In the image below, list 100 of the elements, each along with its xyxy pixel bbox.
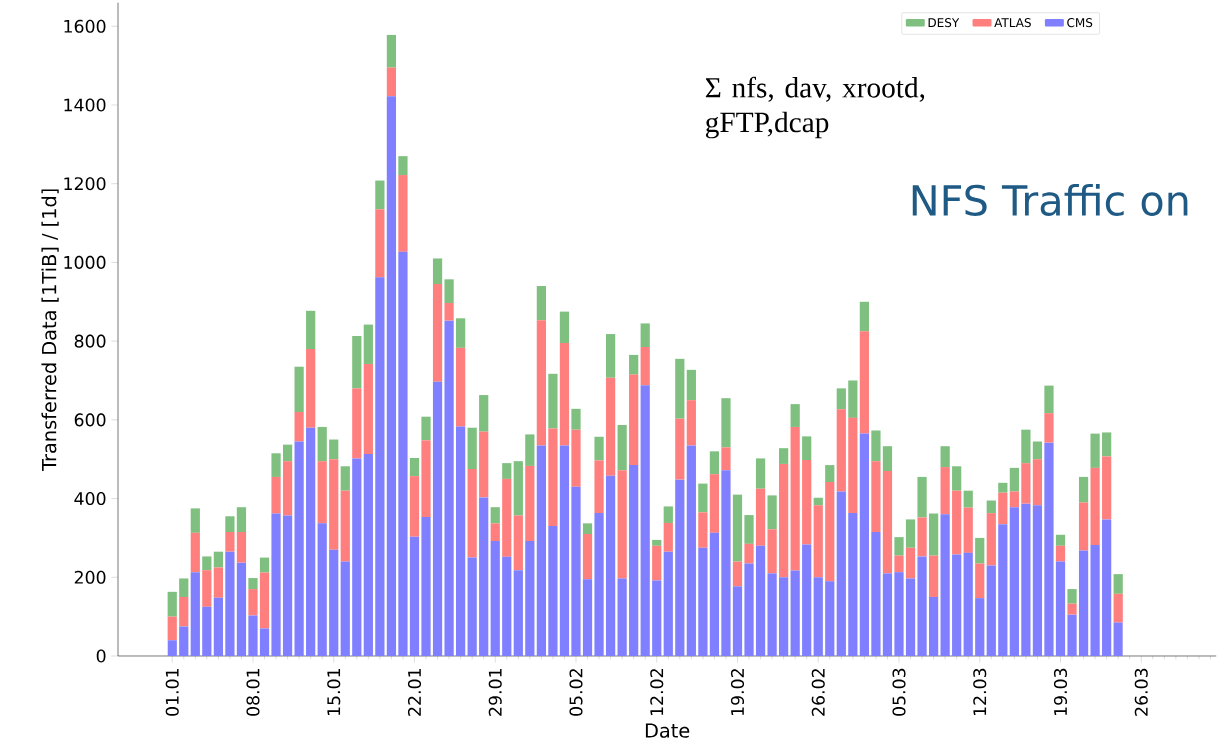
bar bbox=[882, 446, 893, 472]
bar bbox=[467, 427, 477, 470]
bar bbox=[755, 488, 766, 546]
bar bbox=[882, 471, 893, 574]
bar bbox=[513, 461, 523, 516]
bar bbox=[940, 467, 950, 515]
bar bbox=[525, 465, 535, 542]
bar bbox=[905, 578, 916, 656]
bar bbox=[571, 486, 581, 656]
bar bbox=[629, 354, 639, 375]
bar bbox=[363, 363, 373, 455]
bar bbox=[294, 441, 304, 656]
bar bbox=[386, 34, 397, 68]
bar bbox=[779, 448, 789, 464]
bar bbox=[502, 463, 512, 479]
bar bbox=[940, 446, 950, 468]
annotation: NFS Traffic on bbox=[912, 183, 1188, 216]
bar bbox=[617, 424, 627, 471]
bar bbox=[905, 519, 916, 548]
legend-label: CMS bbox=[1067, 18, 1093, 28]
bar bbox=[179, 626, 189, 656]
bar bbox=[767, 495, 777, 530]
bar bbox=[571, 408, 581, 430]
bar bbox=[998, 482, 1008, 493]
bar bbox=[686, 400, 696, 446]
bar bbox=[986, 500, 996, 514]
bar bbox=[421, 440, 431, 518]
bar bbox=[1090, 467, 1100, 545]
bar bbox=[790, 570, 800, 656]
y-tick-label: 600 bbox=[74, 413, 106, 427]
bar bbox=[1067, 603, 1077, 615]
y-tick-label: 1200 bbox=[64, 177, 106, 191]
bar bbox=[282, 461, 293, 516]
bar bbox=[594, 460, 604, 514]
bar bbox=[1021, 429, 1031, 464]
bar bbox=[259, 628, 270, 656]
bar bbox=[386, 67, 397, 97]
bar bbox=[1102, 456, 1112, 520]
bar bbox=[432, 381, 443, 656]
bar bbox=[709, 532, 720, 656]
bar bbox=[917, 517, 927, 557]
x-tick-label: 05.03 bbox=[892, 668, 906, 716]
bar bbox=[444, 279, 454, 303]
bar bbox=[271, 513, 281, 656]
bar bbox=[202, 556, 212, 571]
bar bbox=[352, 458, 362, 656]
x-tick-label: 26.02 bbox=[811, 669, 825, 716]
bar bbox=[802, 544, 812, 656]
bar bbox=[594, 436, 604, 461]
bar bbox=[767, 573, 777, 656]
bar bbox=[340, 561, 350, 656]
bar bbox=[790, 404, 800, 427]
bar bbox=[467, 469, 477, 558]
bar bbox=[225, 516, 235, 533]
bar bbox=[859, 301, 869, 332]
bar bbox=[456, 426, 466, 656]
bar bbox=[1032, 459, 1043, 506]
bar bbox=[559, 311, 570, 344]
bar bbox=[663, 506, 673, 523]
bar bbox=[848, 513, 858, 656]
bar bbox=[790, 426, 800, 571]
bar bbox=[594, 513, 604, 656]
bar bbox=[225, 551, 235, 656]
bar bbox=[1044, 413, 1054, 443]
bar bbox=[1044, 442, 1054, 656]
bar bbox=[1078, 476, 1089, 503]
bar bbox=[375, 180, 385, 210]
bar bbox=[963, 507, 973, 553]
bar bbox=[190, 532, 200, 573]
bar bbox=[375, 209, 385, 278]
bar bbox=[352, 336, 362, 389]
bar bbox=[894, 572, 904, 656]
bar bbox=[1067, 614, 1077, 656]
bar bbox=[975, 598, 985, 656]
bar bbox=[629, 374, 639, 466]
bar bbox=[917, 556, 927, 656]
bar bbox=[998, 524, 1008, 656]
bar bbox=[1113, 593, 1123, 623]
bar bbox=[779, 577, 789, 656]
x-tick-label: 08.01 bbox=[246, 668, 260, 716]
bar bbox=[813, 577, 823, 656]
bar bbox=[317, 461, 327, 524]
bar bbox=[225, 532, 235, 552]
bar bbox=[236, 562, 247, 656]
y-tick-label: 400 bbox=[74, 492, 106, 506]
bar bbox=[432, 258, 443, 285]
bar bbox=[928, 513, 939, 556]
bar bbox=[952, 490, 962, 555]
bar bbox=[605, 377, 616, 476]
bar bbox=[975, 537, 985, 564]
bar bbox=[652, 580, 662, 656]
y-axis-title: Transferred Data [1TiB] / [1d] bbox=[41, 189, 59, 471]
bar bbox=[352, 388, 362, 459]
bar bbox=[871, 430, 881, 462]
bar bbox=[721, 470, 731, 656]
x-tick-label: 12.02 bbox=[650, 669, 664, 716]
bar bbox=[248, 589, 258, 616]
bar bbox=[548, 428, 558, 527]
bar bbox=[236, 532, 247, 563]
bar bbox=[802, 436, 812, 460]
